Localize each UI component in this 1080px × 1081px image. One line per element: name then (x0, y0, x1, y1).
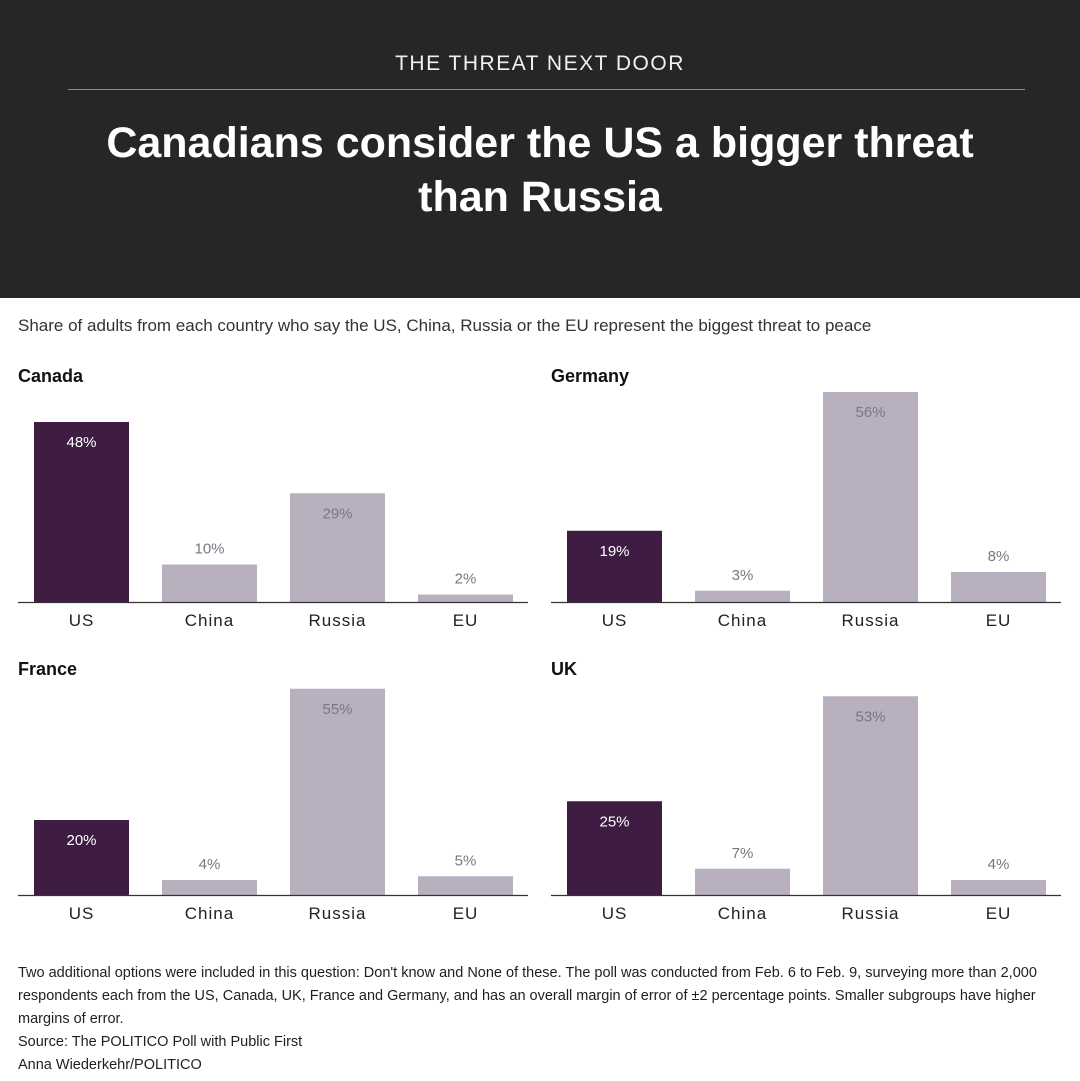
uk-category-label-eu: EU (986, 904, 1012, 923)
kicker-divider (68, 89, 1025, 90)
panel-title-uk: UK (551, 659, 577, 679)
canada-category-label-russia: Russia (309, 611, 367, 630)
france-value-label-us: 20% (66, 832, 96, 849)
panel-title-germany: Germany (551, 366, 630, 386)
uk-category-label-us: US (602, 904, 628, 923)
uk-bar-china (695, 868, 790, 895)
germany-category-label-china: China (718, 611, 767, 630)
france-category-label-eu: EU (453, 904, 479, 923)
france-value-label-russia: 55% (322, 701, 352, 718)
germany-value-label-china: 3% (732, 567, 754, 584)
france-bar-us (34, 820, 129, 895)
germany-category-label-russia: Russia (842, 611, 900, 630)
canada-value-label-russia: 29% (322, 505, 352, 522)
uk-bar-russia (823, 696, 918, 895)
uk-bar-us (567, 801, 662, 895)
canada-category-label-china: China (185, 611, 234, 630)
canada-bar-russia (290, 493, 385, 602)
footnote-block: Two additional options were included in … (18, 962, 1068, 1077)
germany-category-label-eu: EU (986, 611, 1012, 630)
canada-bar-china (162, 564, 257, 602)
uk-category-label-russia: Russia (842, 904, 900, 923)
france-value-label-eu: 5% (455, 852, 477, 869)
uk-category-label-china: China (718, 904, 767, 923)
uk-bar-eu (951, 880, 1046, 895)
uk-value-label-eu: 4% (988, 856, 1010, 873)
canada-bar-us (34, 422, 129, 602)
germany-bar-us (567, 530, 662, 602)
france-value-label-china: 4% (199, 856, 221, 873)
footnote-text: Two additional options were included in … (18, 965, 1037, 1027)
germany-value-label-eu: 8% (988, 548, 1010, 565)
headline: Canadians consider the US a bigger threa… (106, 119, 974, 221)
france-bar-china (162, 880, 257, 895)
france-category-label-us: US (69, 904, 95, 923)
germany-value-label-russia: 56% (855, 404, 885, 421)
canada-category-label-us: US (69, 611, 95, 630)
canada-value-label-us: 48% (66, 434, 96, 451)
credit-line: Anna Wiederkehr/POLITICO (18, 1057, 202, 1073)
chart-subtitle: Share of adults from each country who sa… (18, 316, 872, 335)
uk-value-label-us: 25% (599, 813, 629, 830)
germany-value-label-us: 19% (599, 543, 629, 560)
france-bar-eu (418, 876, 513, 895)
france-bar-russia (290, 688, 385, 895)
panel-title-canada: Canada (18, 366, 84, 386)
canada-value-label-eu: 2% (455, 571, 477, 588)
canada-value-label-china: 10% (194, 541, 224, 558)
canada-category-label-eu: EU (453, 611, 479, 630)
header-banner: THE THREAT NEXT DOOR Canadians consider … (0, 0, 1080, 298)
germany-bar-eu (951, 572, 1046, 602)
france-category-label-china: China (185, 904, 234, 923)
germany-bar-china (695, 590, 790, 602)
uk-value-label-russia: 53% (855, 708, 885, 725)
panel-title-france: France (18, 659, 78, 679)
germany-bar-russia (823, 392, 918, 602)
germany-category-label-us: US (602, 611, 628, 630)
source-line: Source: The POLITICO Poll with Public Fi… (18, 1034, 303, 1050)
canada-bar-eu (418, 594, 513, 602)
uk-value-label-china: 7% (732, 845, 754, 862)
kicker: THE THREAT NEXT DOOR (395, 52, 685, 75)
france-category-label-russia: Russia (309, 904, 367, 923)
